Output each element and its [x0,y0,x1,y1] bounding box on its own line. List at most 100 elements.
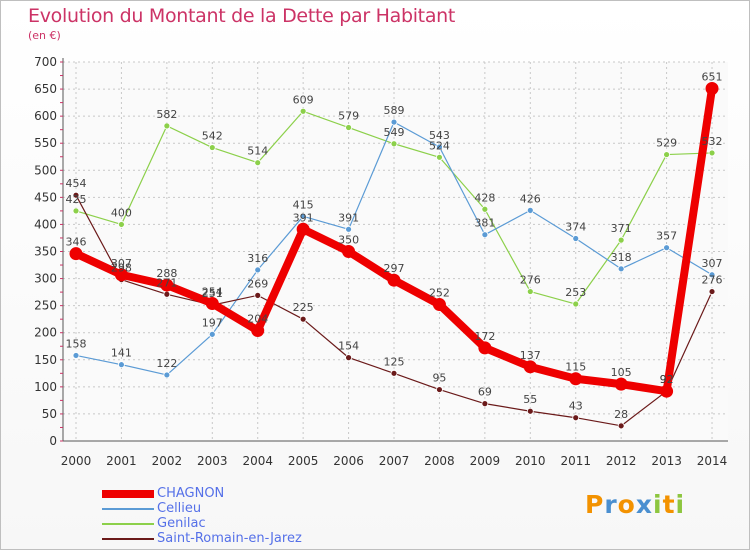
data-label: 197 [202,316,223,329]
data-point [208,144,216,151]
legend-label: Cellieu [157,501,202,516]
data-label: 391 [293,211,314,224]
data-point [481,231,489,239]
data-point [705,82,719,96]
data-point [205,296,219,310]
data-point [436,143,443,151]
data-point [390,140,398,148]
data-point [617,422,625,430]
data-point [345,225,352,233]
data-point [72,352,80,359]
data-point [708,149,716,157]
x-tick-label: 2001 [106,454,137,468]
y-tick-label: 300 [34,272,57,286]
logo-letter: t [662,490,676,519]
data-point [72,191,80,199]
y-tick-label: 150 [34,353,57,367]
data-point [526,288,534,295]
x-tick-label: 2008 [424,454,455,468]
data-point [114,268,128,282]
logo-letter: r [604,490,618,519]
data-label: 276 [520,274,541,287]
logo-letter: P [585,490,605,519]
data-point [432,298,446,312]
data-label: 532 [702,135,723,148]
data-label: 651 [702,71,723,84]
data-label: 350 [338,234,359,247]
data-point [708,288,716,295]
y-tick-label: 100 [34,380,57,394]
y-tick-label: 0 [49,434,57,448]
data-label: 297 [384,262,405,275]
data-label: 391 [338,211,359,224]
data-label: 253 [565,286,586,299]
data-label: 400 [111,206,132,219]
data-point [663,151,670,158]
data-point [569,372,583,386]
data-label: 288 [156,267,177,280]
y-tick-label: 50 [42,407,57,421]
data-point [254,266,262,274]
data-label: 307 [111,257,132,270]
data-point [572,300,580,308]
data-label: 426 [520,192,541,205]
data-label: 141 [111,347,132,360]
data-label: 316 [247,252,268,265]
data-label: 251 [202,287,223,300]
data-point [390,369,398,377]
y-tick-label: 250 [34,299,57,313]
data-point [163,371,171,379]
y-tick-label: 200 [34,326,57,340]
data-point [208,330,216,338]
x-tick-label: 2014 [697,454,728,468]
data-label: 122 [156,357,177,370]
data-label: 92 [660,373,674,386]
data-label: 415 [293,198,314,211]
data-label: 307 [702,257,723,270]
data-label: 158 [66,337,87,350]
data-point [118,361,125,369]
data-label: 579 [338,110,359,123]
data-label: 252 [429,287,450,300]
data-label: 28 [614,408,628,421]
data-label: 225 [293,301,314,314]
x-tick-label: 2000 [61,454,92,468]
data-label: 254 [202,285,223,298]
data-label: 269 [247,277,268,290]
data-point [660,384,674,398]
data-point [572,414,580,422]
x-tick-label: 2006 [333,454,364,468]
data-label: 582 [156,108,177,121]
data-point [296,222,310,236]
data-label: 371 [611,222,632,235]
y-tick-label: 650 [34,82,57,96]
data-point [526,206,534,214]
data-label: 524 [429,139,450,152]
chart-title: Evolution du Montant de la Dette par Hab… [28,5,456,27]
data-point [299,315,307,323]
x-tick-label: 2003 [197,454,228,468]
y-tick-label: 450 [34,190,57,204]
y-tick-label: 500 [34,163,57,177]
data-point [118,221,125,228]
data-label: 43 [569,400,583,413]
data-point [572,235,580,242]
data-point [254,159,262,167]
data-label: 154 [338,340,359,353]
data-label: 425 [66,193,87,206]
y-tick-label: 700 [34,55,57,69]
data-point [481,400,489,408]
data-point [614,377,628,391]
x-tick-label: 2010 [515,454,546,468]
data-point [523,360,537,374]
data-label: 346 [66,236,87,249]
data-label: 514 [247,145,268,158]
data-label: 271 [156,276,177,289]
data-point [617,236,625,244]
data-point [481,205,489,213]
y-tick-label: 600 [34,109,57,123]
proxiti-logo: Proxiti [585,490,685,519]
data-point [345,124,352,131]
data-label: 542 [202,130,223,143]
